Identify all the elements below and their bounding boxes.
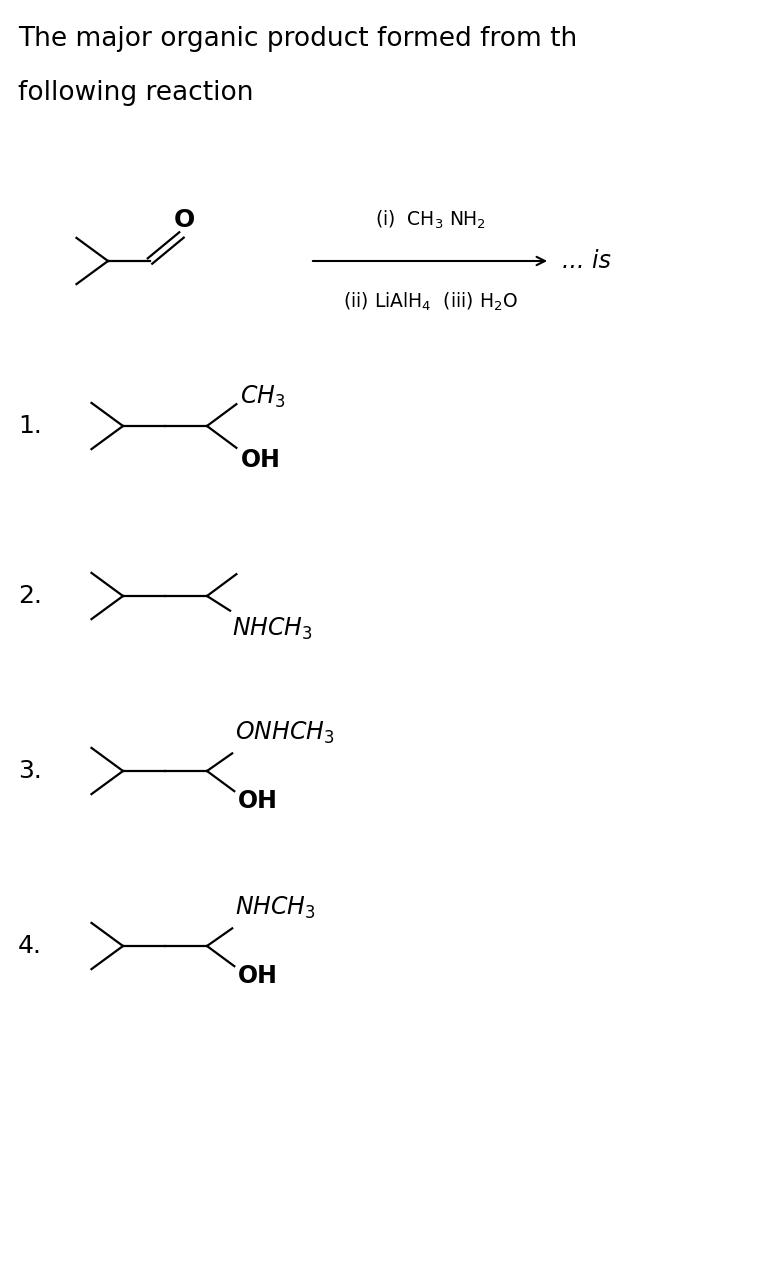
Text: 2.: 2. [18, 584, 42, 608]
Text: $\mathit{ONHCH_3}$: $\mathit{ONHCH_3}$ [235, 720, 334, 747]
Text: $\mathit{NHCH_3}$: $\mathit{NHCH_3}$ [232, 616, 313, 642]
Text: OH: OH [239, 965, 278, 988]
Text: OH: OH [239, 789, 278, 813]
Text: ... is: ... is [562, 249, 611, 273]
Text: 4.: 4. [18, 934, 42, 958]
Text: following reaction: following reaction [18, 79, 253, 106]
Text: $\mathit{CH_3}$: $\mathit{CH_3}$ [240, 384, 286, 410]
Text: The major organic product formed from th: The major organic product formed from th [18, 26, 577, 53]
Text: O: O [174, 208, 195, 232]
Text: 1.: 1. [18, 414, 42, 438]
Text: $\mathit{NHCH_3}$: $\mathit{NHCH_3}$ [235, 895, 316, 921]
Text: 3.: 3. [18, 760, 42, 783]
Text: (i)  CH$_3$ NH$_2$: (i) CH$_3$ NH$_2$ [374, 209, 486, 231]
Text: (ii) LiAlH$_4$  (iii) H$_2$O: (ii) LiAlH$_4$ (iii) H$_2$O [343, 291, 517, 314]
Text: OH: OH [240, 448, 280, 471]
